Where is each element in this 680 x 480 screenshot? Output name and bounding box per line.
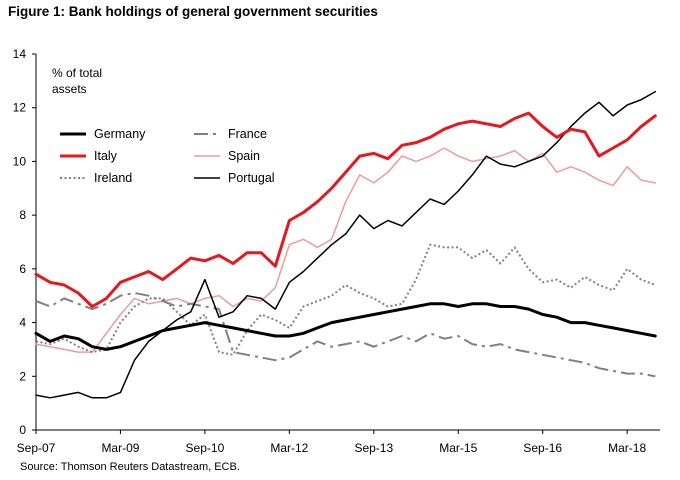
x-tick-label: Sep-10 (186, 441, 225, 455)
y-tick-label: 10 (13, 154, 27, 168)
series-line-germany (34, 302, 657, 351)
source-note: Source: Thomson Reuters Datastream, ECB. (20, 461, 240, 473)
series-line-ireland (35, 243, 656, 356)
series-line-portugal (35, 90, 657, 399)
x-tick-label: Mar-12 (270, 441, 308, 455)
x-tick-label: Mar-09 (101, 441, 139, 455)
figure-title: Figure 1: Bank holdings of general gover… (8, 4, 378, 19)
legend-label-portugal: Portugal (228, 171, 275, 185)
y-tick-label: 6 (19, 262, 26, 276)
y-tick-label: 12 (13, 101, 27, 115)
series-line-spain (35, 147, 657, 353)
legend-label-italy: Italy (94, 149, 118, 163)
x-tick-label: Mar-15 (439, 441, 477, 455)
unit-label: % of total (52, 66, 102, 80)
x-tick-label: Sep-16 (523, 441, 562, 455)
series-line-france (35, 292, 656, 378)
series-line-italy (34, 111, 657, 308)
y-tick-label: 8 (19, 208, 26, 222)
y-tick-label: 2 (19, 369, 26, 383)
legend-label-germany: Germany (94, 127, 146, 141)
y-tick-label: 4 (19, 316, 26, 330)
x-tick-label: Mar-18 (608, 441, 646, 455)
legend-label-france: France (228, 127, 267, 141)
legend-label-spain: Spain (228, 149, 260, 163)
x-tick-label: Sep-13 (354, 441, 393, 455)
y-tick-label: 14 (13, 47, 27, 61)
x-tick-label: Sep-07 (17, 441, 56, 455)
unit-label: assets (52, 82, 87, 96)
y-tick-label: 0 (19, 423, 26, 437)
legend-label-ireland: Ireland (94, 171, 132, 185)
